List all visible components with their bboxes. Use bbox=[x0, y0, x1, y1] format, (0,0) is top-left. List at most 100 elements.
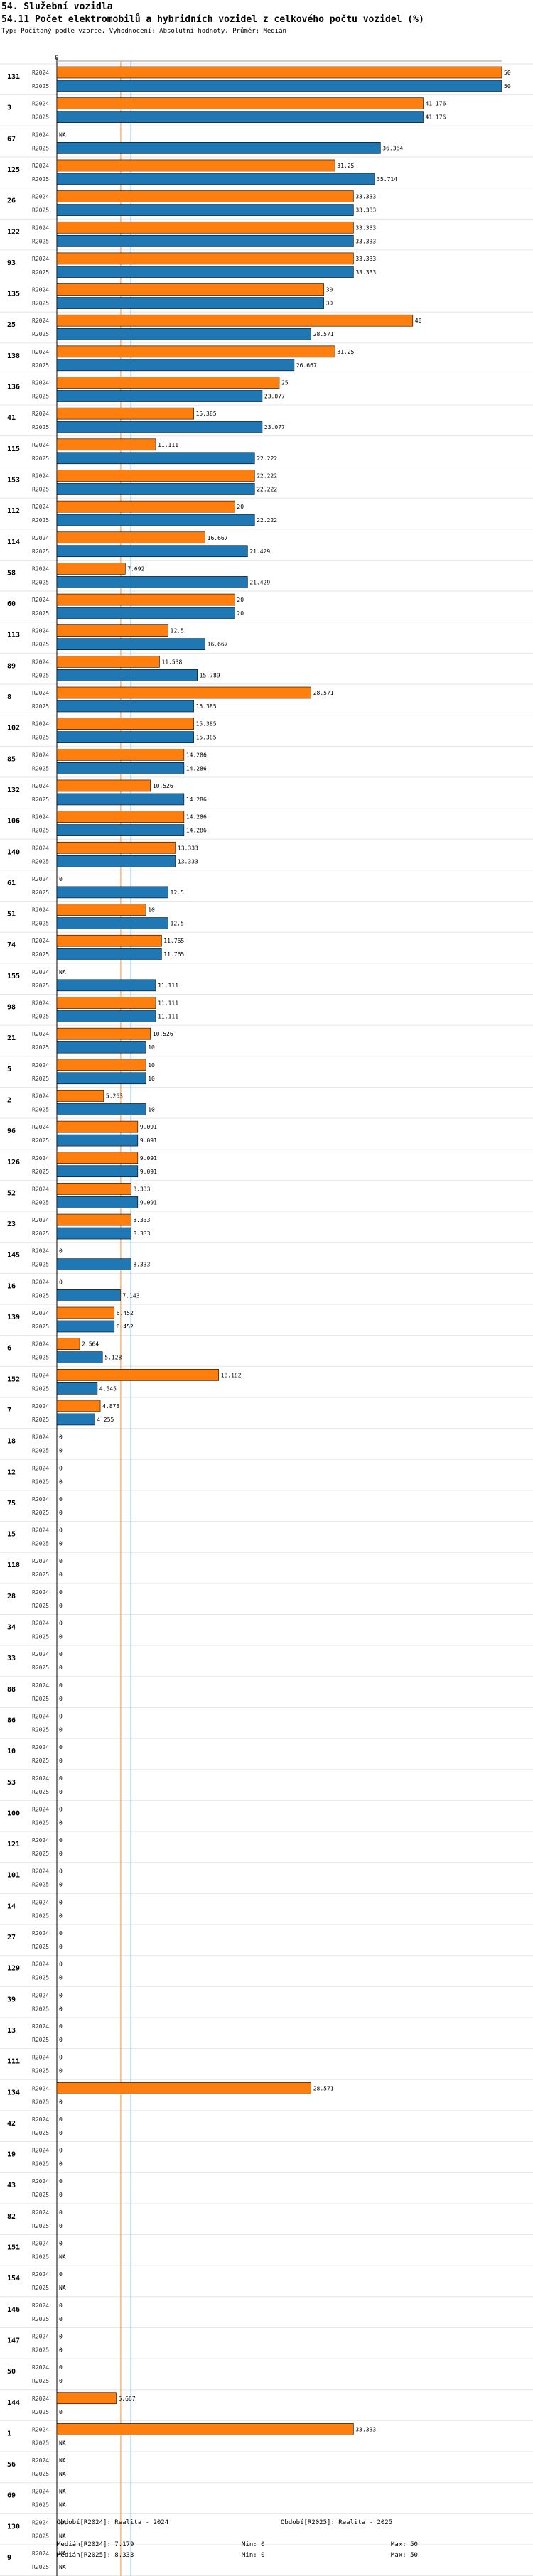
bar-r2024 bbox=[56, 1120, 139, 1133]
na-label: NA bbox=[59, 2533, 66, 2539]
data-label: 5.263 bbox=[106, 1093, 123, 1099]
legend-max-2025: Max: 50 bbox=[391, 2552, 418, 2559]
category-label: 43 bbox=[7, 2182, 16, 2190]
na-label: NA bbox=[59, 2457, 66, 2464]
bar-r2024 bbox=[56, 252, 354, 265]
bar-r2024 bbox=[56, 1369, 219, 1381]
na-label: NA bbox=[59, 969, 66, 975]
series-label: R2024 bbox=[32, 1062, 49, 1068]
category-label: 140 bbox=[7, 848, 20, 856]
series-label: R2024 bbox=[32, 597, 49, 603]
bar-r2024 bbox=[56, 749, 185, 761]
series-label: R2025 bbox=[32, 301, 49, 307]
data-label: 10 bbox=[148, 907, 155, 914]
data-label: 15.385 bbox=[196, 703, 217, 710]
data-label: 0 bbox=[59, 1944, 63, 1950]
series-label: R2024 bbox=[32, 1775, 49, 1782]
series-label: R2024 bbox=[32, 2489, 49, 2495]
category-label: 1 bbox=[7, 2430, 11, 2437]
series-label: R2024 bbox=[32, 2055, 49, 2061]
category-label: 147 bbox=[7, 2337, 20, 2344]
category-label: 15 bbox=[7, 1531, 16, 1539]
bar-r2025 bbox=[56, 1134, 139, 1147]
series-label: R2025 bbox=[32, 2440, 49, 2446]
category-label: 52 bbox=[7, 1189, 16, 1197]
series-label: R2025 bbox=[32, 1912, 49, 1919]
data-label: 0 bbox=[59, 876, 63, 882]
data-label: 8.333 bbox=[133, 1262, 150, 1268]
series-label: R2024 bbox=[32, 224, 49, 231]
bar-r2025 bbox=[56, 638, 205, 651]
series-label: R2024 bbox=[32, 1124, 49, 1130]
data-label: 8.333 bbox=[133, 1217, 150, 1223]
data-label: 0 bbox=[59, 2209, 63, 2216]
series-label: R2025 bbox=[32, 2378, 49, 2384]
data-label: 4.878 bbox=[102, 1403, 119, 1409]
bar-r2025 bbox=[56, 1351, 103, 1363]
data-label: 0 bbox=[59, 1851, 63, 1857]
category-label: 26 bbox=[7, 197, 16, 205]
data-label: 0 bbox=[59, 1465, 63, 1471]
na-label: NA bbox=[59, 2471, 66, 2477]
series-label: R2024 bbox=[32, 2457, 49, 2464]
bar-r2024 bbox=[56, 531, 205, 544]
series-label: R2025 bbox=[32, 889, 49, 896]
series-label: R2025 bbox=[32, 1106, 49, 1113]
series-label: R2025 bbox=[32, 269, 49, 276]
series-label: R2025 bbox=[32, 1014, 49, 1020]
data-label: 0 bbox=[59, 1448, 63, 1454]
data-label: 11.111 bbox=[158, 1000, 178, 1007]
data-label: 0 bbox=[59, 1992, 63, 1998]
data-label: 0 bbox=[59, 2271, 63, 2278]
data-label: 33.333 bbox=[355, 269, 376, 276]
bar-r2025 bbox=[56, 234, 354, 247]
bar-r2024 bbox=[56, 656, 160, 668]
data-label: 16.667 bbox=[208, 642, 228, 648]
category-label: 102 bbox=[7, 725, 20, 732]
data-label: 0 bbox=[59, 2333, 63, 2339]
category-label: 121 bbox=[7, 1841, 20, 1849]
series-label: R2025 bbox=[32, 1944, 49, 1950]
data-label: 23.077 bbox=[264, 394, 285, 400]
series-label: R2024 bbox=[32, 2148, 49, 2154]
series-label: R2025 bbox=[32, 2347, 49, 2353]
bar-r2025 bbox=[56, 266, 354, 278]
data-label: 9.091 bbox=[140, 1124, 157, 1130]
series-label: R2024 bbox=[32, 2333, 49, 2339]
data-label: 0 bbox=[59, 2378, 63, 2384]
series-label: R2024 bbox=[32, 814, 49, 821]
bar-r2024 bbox=[56, 159, 335, 172]
category-label: 33 bbox=[7, 1655, 16, 1662]
data-label: 9.091 bbox=[140, 1169, 157, 1175]
series-label: R2024 bbox=[32, 1558, 49, 1564]
bar-r2025 bbox=[56, 1413, 95, 1426]
series-label: R2024 bbox=[32, 2302, 49, 2309]
category-label: 154 bbox=[7, 2275, 20, 2283]
data-label: 10 bbox=[148, 1062, 155, 1068]
series-label: R2024 bbox=[32, 1682, 49, 1689]
chart-subtitle: Typ: Počítaný podle vzorce, Vyhodnocení:… bbox=[1, 28, 286, 35]
data-label: 40 bbox=[415, 318, 422, 324]
data-label: 12.5 bbox=[171, 921, 184, 927]
category-label: 145 bbox=[7, 1252, 20, 1260]
data-label: 0 bbox=[59, 2192, 63, 2198]
bar-r2025 bbox=[56, 1320, 115, 1333]
bar-r2024 bbox=[56, 407, 194, 420]
series-label: R2025 bbox=[32, 1137, 49, 1144]
data-label: 13.333 bbox=[178, 845, 198, 851]
series-label: R2025 bbox=[32, 703, 49, 710]
data-label: 20 bbox=[237, 610, 244, 617]
bar-r2024 bbox=[56, 500, 235, 513]
series-label: R2024 bbox=[32, 752, 49, 758]
series-label: R2025 bbox=[32, 455, 49, 462]
bar-r2024 bbox=[56, 1059, 146, 1071]
data-label: 0 bbox=[59, 1696, 63, 1702]
category-label: 42 bbox=[7, 2120, 16, 2128]
series-label: R2025 bbox=[32, 1819, 49, 1826]
category-label: 75 bbox=[7, 1500, 16, 1508]
data-label: 0 bbox=[59, 1571, 63, 1578]
series-label: R2025 bbox=[32, 2223, 49, 2229]
data-label: 13.333 bbox=[178, 858, 198, 865]
data-label: 0 bbox=[59, 2037, 63, 2043]
bar-r2025 bbox=[56, 359, 295, 372]
